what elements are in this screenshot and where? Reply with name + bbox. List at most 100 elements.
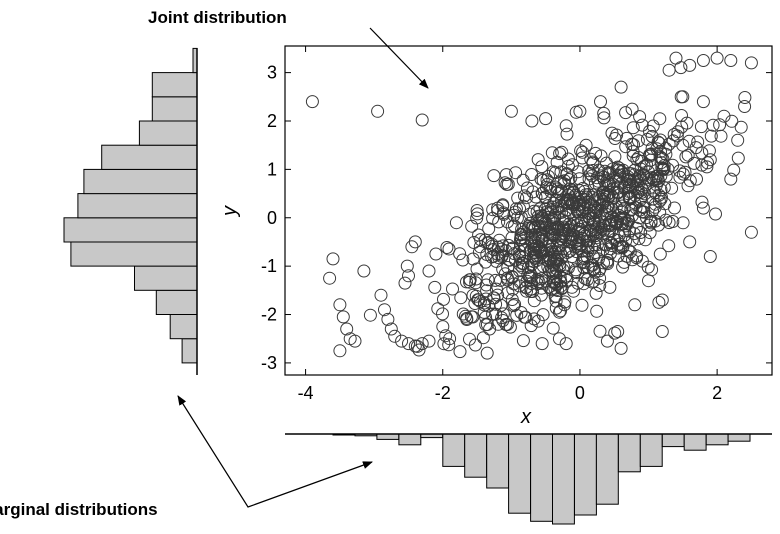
scatter-point: [333, 298, 347, 312]
scatter-point: [597, 111, 611, 125]
scatter-point: [456, 253, 470, 267]
scatter-point: [582, 172, 596, 186]
scatter-point: [526, 220, 540, 234]
scatter-point: [706, 118, 720, 132]
scatter-point: [557, 226, 570, 240]
scatter-point: [662, 63, 676, 77]
scatter-point: [437, 337, 451, 351]
scatter-point: [655, 293, 669, 307]
scatter-point: [601, 166, 615, 180]
scatter-point: [516, 173, 530, 187]
scatter-point: [460, 275, 473, 289]
scatter-point: [666, 158, 680, 172]
scatter-point: [546, 165, 560, 179]
scatter-point: [509, 166, 523, 180]
scatter-point: [724, 172, 738, 186]
scatter-point: [508, 219, 521, 233]
scatter-point: [496, 262, 510, 276]
scatter-point: [738, 91, 752, 104]
scatter-point: [551, 284, 565, 297]
scatter-point: [553, 246, 567, 260]
scatter-point: [422, 264, 436, 278]
scatter-point: [522, 220, 536, 234]
scatter-point: [446, 282, 459, 296]
scatter-point: [470, 204, 484, 217]
scatter-point: [471, 207, 484, 221]
y-histogram-bar: [151, 96, 198, 122]
scatter-point: [590, 304, 604, 318]
scatter-point: [592, 163, 606, 177]
scatter-point: [623, 245, 637, 259]
scatter-point: [626, 121, 640, 135]
scatter-point: [544, 203, 558, 217]
y-histogram-bar: [181, 338, 198, 364]
scatter-point: [531, 209, 545, 223]
scatter-point: [305, 95, 319, 109]
scatter-point: [744, 56, 758, 70]
scatter-point: [635, 118, 649, 132]
y-tick-label: 0: [267, 208, 277, 228]
scatter-point: [400, 259, 414, 273]
scatter-point: [622, 180, 636, 194]
scatter-point: [704, 129, 718, 143]
scatter-point: [453, 345, 467, 359]
scatter-point: [675, 109, 688, 122]
scatter-point: [540, 243, 554, 257]
scatter-point: [600, 255, 614, 269]
scatter-point: [482, 222, 496, 236]
scatter-point: [676, 167, 690, 181]
scatter-point: [587, 216, 601, 229]
scatter-point: [710, 51, 724, 65]
scatter-point: [550, 202, 564, 216]
joint-arrow: [369, 27, 429, 89]
scatter-point: [615, 176, 628, 190]
scatter-point: [608, 150, 622, 164]
scatter-point: [695, 195, 709, 209]
scatter-point: [614, 341, 628, 355]
scatter-point: [527, 312, 541, 326]
scatter-point: [744, 225, 758, 239]
y-tick-label: -2: [261, 305, 277, 325]
scatter-point: [463, 273, 477, 287]
scatter-point: [577, 277, 591, 291]
x-histogram-bar: [661, 433, 685, 448]
scatter-point: [690, 172, 703, 186]
scatter-point: [700, 160, 714, 174]
scatter-point: [449, 216, 463, 230]
scatter-point: [683, 235, 697, 249]
scatter-point: [679, 150, 693, 164]
scatter-point: [487, 249, 501, 263]
scatter-point: [381, 312, 395, 326]
scatter-point: [514, 306, 528, 319]
scatter-point: [645, 263, 659, 277]
scatter-point: [615, 199, 629, 213]
y-tick-label: -1: [261, 256, 277, 276]
scatter-point: [466, 252, 480, 266]
scatter-point: [507, 299, 521, 313]
scatter-point: [571, 214, 585, 227]
scatter-point: [665, 181, 679, 195]
scatter-point: [512, 279, 526, 293]
scatter-point: [514, 233, 527, 247]
scatter-point: [536, 308, 550, 322]
scatter-point: [559, 337, 573, 351]
scatter-point: [653, 247, 667, 261]
scatter-point: [611, 325, 625, 338]
scatter-point: [570, 195, 584, 209]
scatter-point: [628, 298, 642, 312]
scatter-point: [468, 338, 482, 352]
scatter-point: [643, 226, 657, 240]
scatter-point: [525, 168, 539, 181]
scatter-point: [666, 134, 680, 148]
scatter-point: [639, 211, 653, 225]
scatter-point: [584, 223, 597, 237]
scatter-point: [644, 214, 658, 228]
scatter-point: [640, 132, 654, 146]
scatter-point: [631, 178, 645, 192]
scatter-point: [357, 264, 371, 278]
scatter-point: [436, 320, 450, 334]
scatter-point: [532, 240, 546, 254]
scatter-point: [696, 54, 710, 67]
x-histogram-bars: [332, 433, 751, 525]
y-histogram-bar: [155, 289, 198, 315]
